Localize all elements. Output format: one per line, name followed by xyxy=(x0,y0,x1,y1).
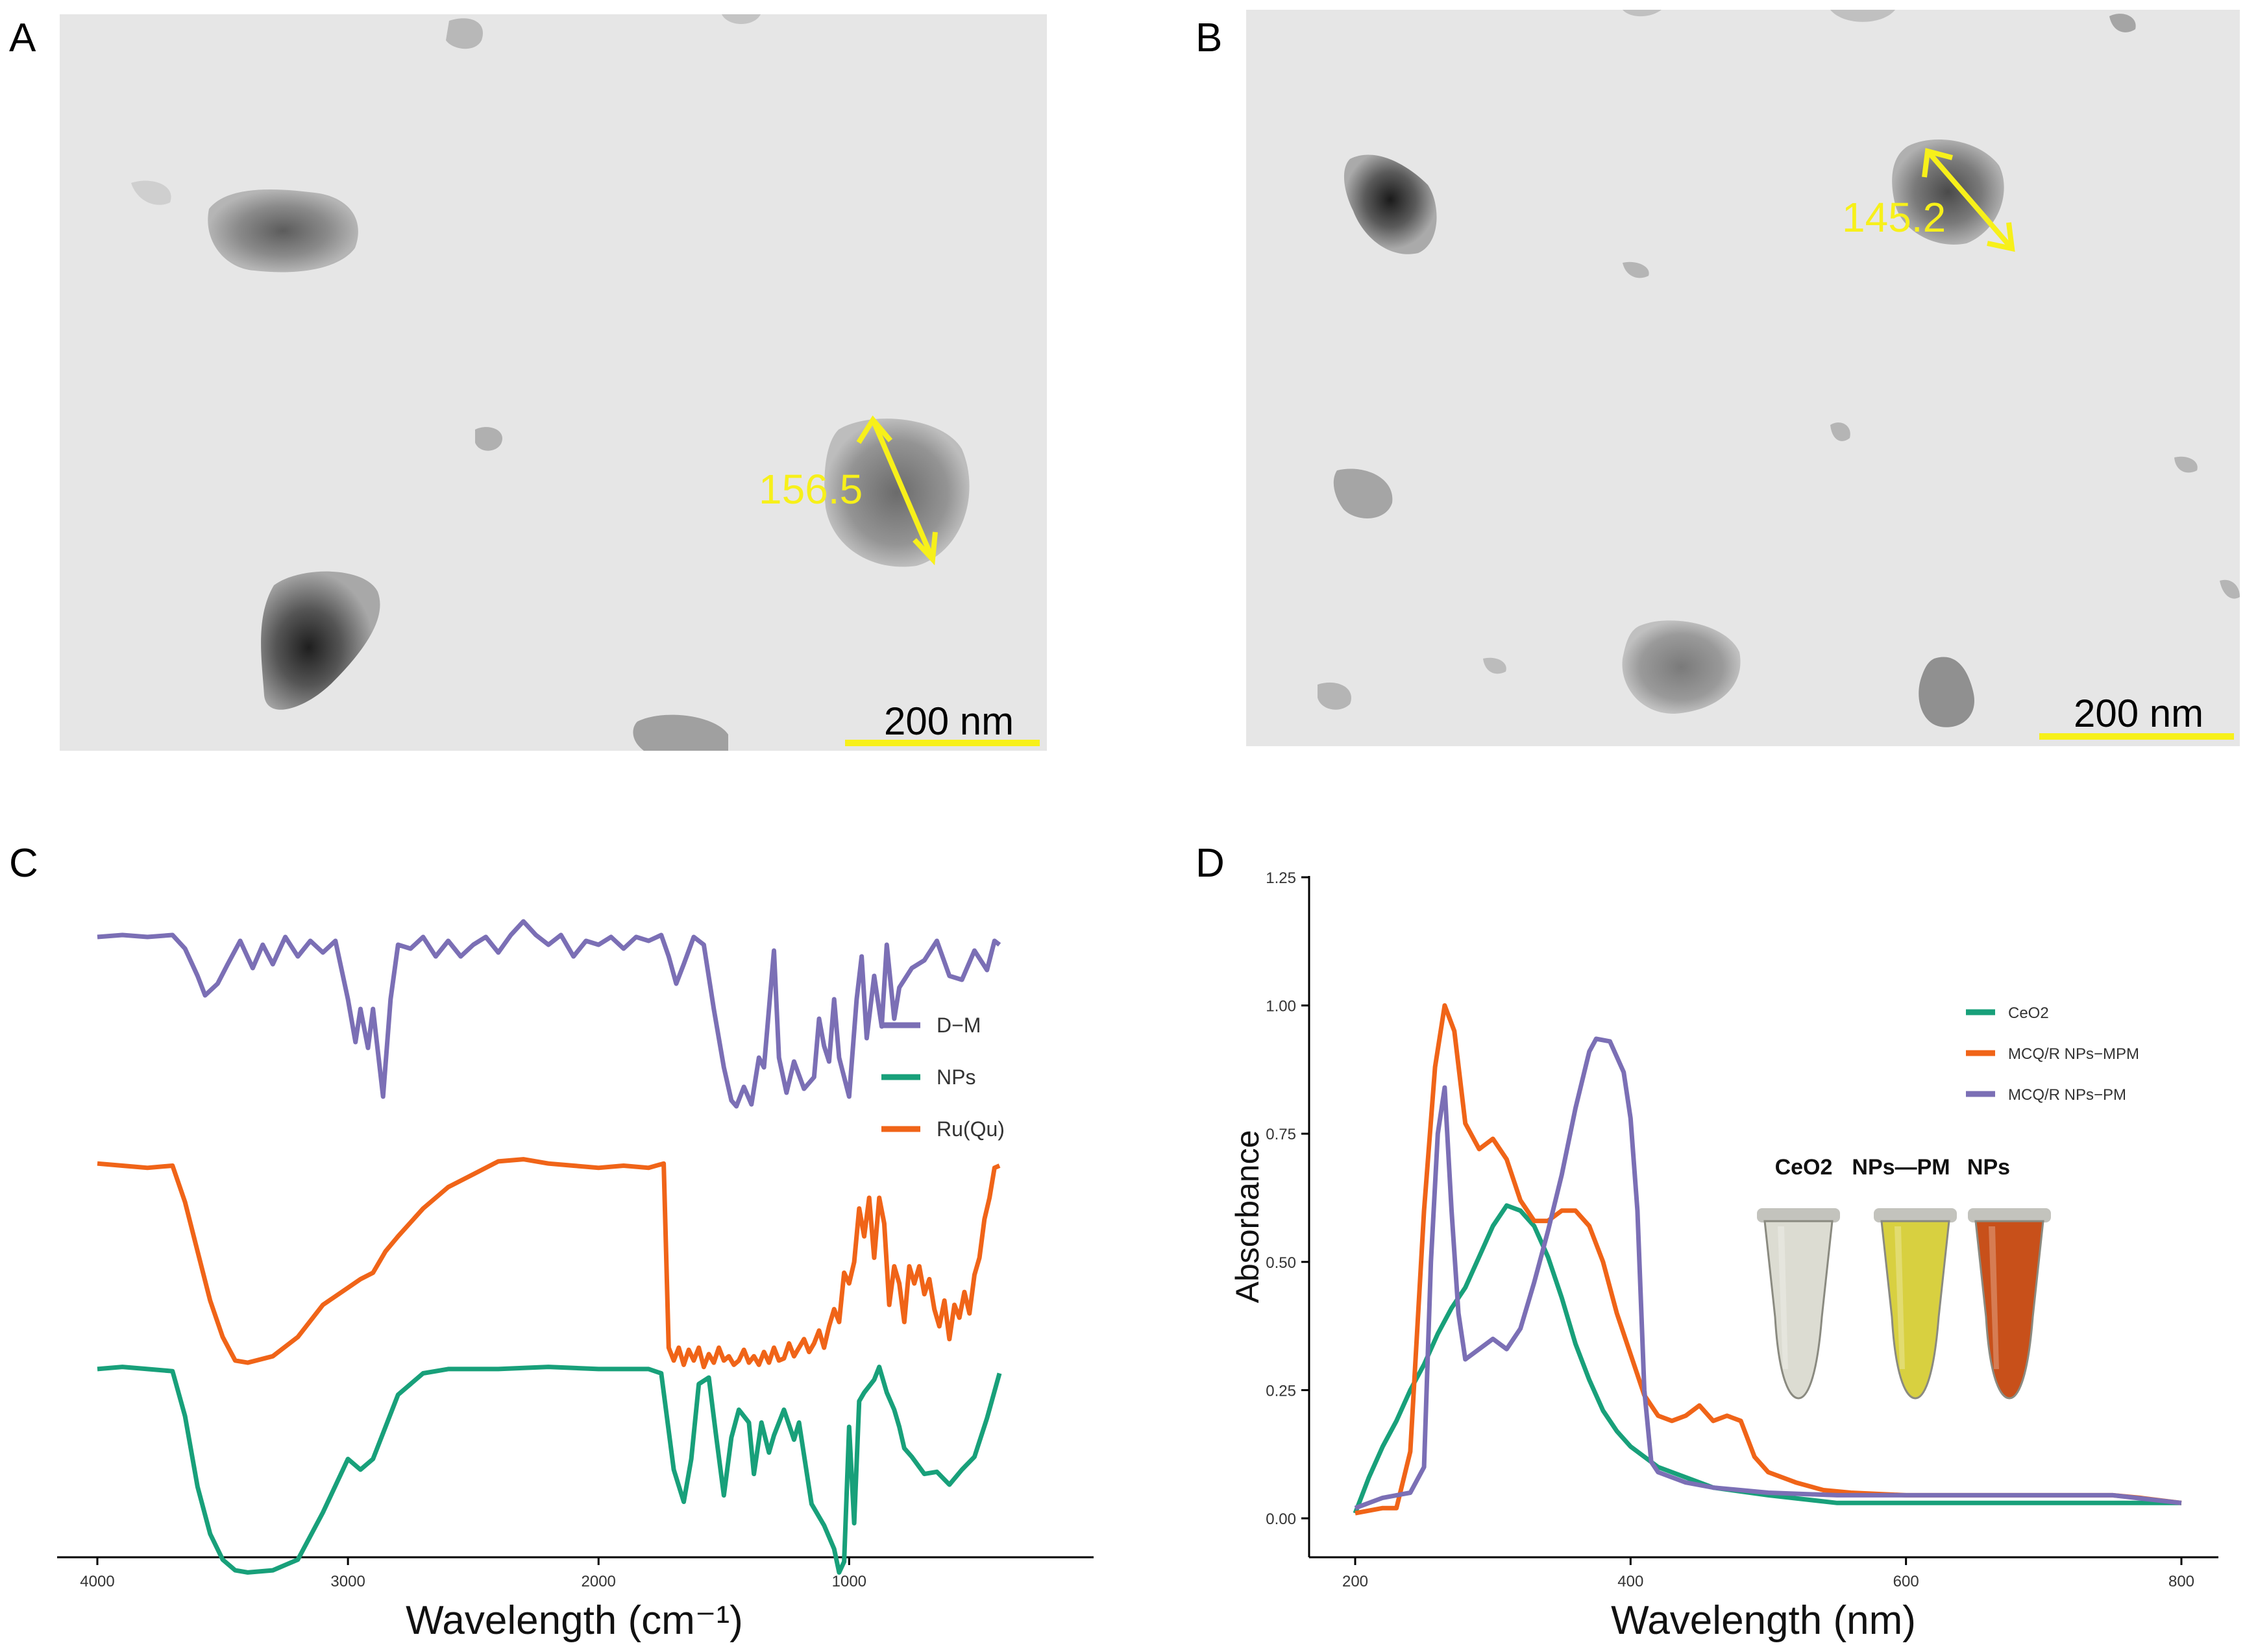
panel-letter-a: A xyxy=(9,16,36,60)
uv-vis-chart: 0.00 0.25 0.50 0.75 1.00 1.25 200 400 600 800 Ce… xyxy=(1229,869,2218,1643)
plot-area xyxy=(1353,1003,2182,1516)
particle xyxy=(446,18,483,49)
legend-label: CeO2 xyxy=(2008,1004,2049,1022)
sample-tube xyxy=(1874,1208,1957,1400)
y-tick-label: 0.25 xyxy=(1266,1382,1296,1400)
particle xyxy=(1830,10,1895,22)
particle xyxy=(1919,657,1974,727)
particle xyxy=(1892,140,2004,245)
legend-label: MCQ/R NPs−MPM xyxy=(2008,1045,2139,1063)
x-axis-ticks: 200 400 600 800 xyxy=(1342,1557,2194,1590)
x-tick-label: 800 xyxy=(2168,1573,2194,1590)
measure-arrow-b xyxy=(1922,147,2015,252)
y-tick-label: 1.00 xyxy=(1266,998,1296,1015)
panel-letter-c: C xyxy=(9,841,38,886)
x-axis-label: Wavelength (cm⁻¹) xyxy=(406,1598,743,1643)
particle xyxy=(475,427,502,451)
y-tick-label: 0.75 xyxy=(1266,1126,1296,1143)
tem-image-b-canvas xyxy=(1246,10,2240,746)
series-line-CeO2 xyxy=(1353,1203,2181,1514)
particle xyxy=(2109,14,2136,32)
particle xyxy=(2174,456,2198,473)
series-line-D−M xyxy=(97,919,1001,1109)
particle xyxy=(1333,468,1393,518)
tem-image-b: 145.2 200 nm xyxy=(1246,10,2240,746)
particle xyxy=(1830,422,1850,441)
series-line-Ru(Qu) xyxy=(97,1157,1001,1370)
y-tick-label: 0.00 xyxy=(1266,1511,1296,1528)
x-axis-ticks: 4000 3000 2000 1000 xyxy=(80,1557,866,1590)
inset-label: CeO2 xyxy=(1775,1155,1833,1180)
legend-label: MCQ/R NPs−PM xyxy=(2008,1086,2126,1104)
legend-label: Ru(Qu) xyxy=(937,1117,1005,1141)
x-axis-label: Wavelength (nm) xyxy=(1611,1598,1916,1643)
particle xyxy=(131,180,171,205)
scale-label-a: 200 nm xyxy=(884,699,1014,743)
particle xyxy=(722,14,761,24)
inset-label: NPs—PM xyxy=(1852,1155,1950,1180)
series-line-MCQ/R NPs−PM xyxy=(1354,1036,2182,1511)
particle xyxy=(824,419,970,567)
x-tick-label: 2000 xyxy=(582,1573,616,1590)
sample-tube xyxy=(1757,1208,1840,1400)
particle xyxy=(1623,261,1649,278)
x-tick-label: 1000 xyxy=(832,1573,866,1590)
tem-image-a-canvas xyxy=(60,14,1047,751)
particle xyxy=(1622,620,1741,714)
sample-tube xyxy=(1968,1208,2051,1400)
inset-label: NPs xyxy=(1967,1155,2010,1180)
x-tick-label: 600 xyxy=(1893,1573,1919,1590)
particle xyxy=(1483,657,1506,674)
particle xyxy=(2220,579,2240,599)
x-tick-label: 400 xyxy=(1617,1573,1643,1590)
particle xyxy=(633,714,728,751)
panel-letter-b: B xyxy=(1196,16,1223,60)
scale-bar-b xyxy=(2039,733,2234,740)
y-tick-label: 0.50 xyxy=(1266,1254,1296,1272)
measure-label-b: 145.2 xyxy=(1842,194,1946,241)
y-axis-label: Absorbance xyxy=(1229,1130,1266,1304)
panel-letter-d: D xyxy=(1196,841,1225,886)
x-tick-label: 3000 xyxy=(330,1573,365,1590)
y-tick-label: 1.25 xyxy=(1266,869,1296,887)
series-line-NPs xyxy=(97,1365,1002,1575)
y-axis-ticks: 0.00 0.25 0.50 0.75 1.00 1.25 xyxy=(1266,869,1309,1528)
legend: D−M NPs Ru(Qu) xyxy=(881,1014,1005,1141)
particle xyxy=(1623,10,1662,17)
ftir-chart: 4000 3000 2000 1000 D−M NPs Ru(Qu) Wavelength… xyxy=(57,919,1094,1643)
tem-image-a: 156.5 200 nm xyxy=(60,14,1047,751)
legend: CeO2 MCQ/R NPs−MPM MCQ/R NPs−PM xyxy=(1966,1004,2139,1104)
particle xyxy=(1318,682,1351,710)
particle xyxy=(208,189,358,273)
series-line-MCQ/R NPs−MPM xyxy=(1355,1003,2182,1516)
legend-label: NPs xyxy=(937,1065,975,1089)
measure-arrow-a xyxy=(856,415,938,566)
plot-area xyxy=(97,919,1002,1575)
legend-label: D−M xyxy=(937,1014,981,1037)
scale-bar-a xyxy=(845,740,1040,746)
x-tick-label: 200 xyxy=(1342,1573,1368,1590)
scale-label-b: 200 nm xyxy=(2074,692,2204,735)
particle xyxy=(1343,154,1437,254)
inset-photo: CeO2 NPs—PM NPs xyxy=(1757,1155,2051,1400)
particle xyxy=(261,571,380,710)
measure-label-a: 156.5 xyxy=(759,466,863,513)
x-tick-label: 4000 xyxy=(80,1573,114,1590)
